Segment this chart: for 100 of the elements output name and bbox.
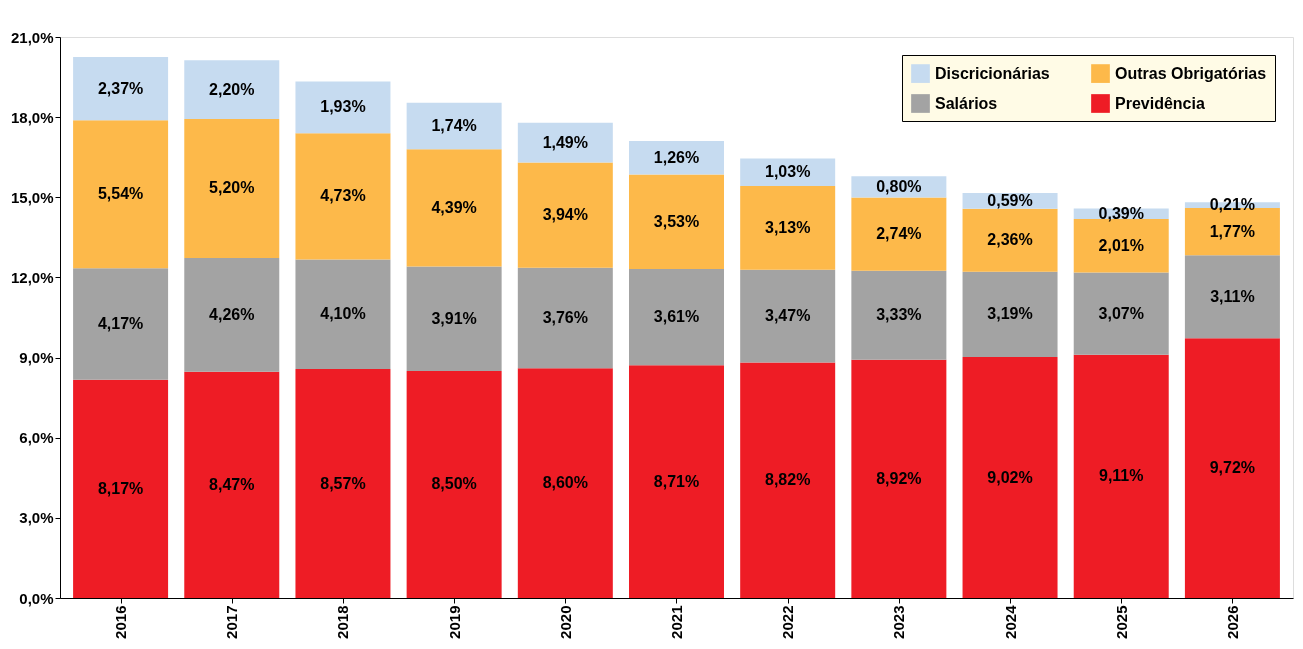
data-label: 3,33% — [876, 306, 922, 324]
bar — [295, 81, 391, 134]
data-label: 3,07% — [1098, 304, 1144, 322]
bar — [517, 267, 613, 369]
bar — [517, 122, 613, 163]
legend-label: Previdência — [1115, 94, 1205, 112]
bar — [73, 268, 169, 380]
x-tick-label: 2022 — [779, 605, 797, 639]
x-tick-label: 2025 — [1112, 605, 1130, 639]
bar — [962, 271, 1058, 358]
bar — [295, 133, 391, 260]
data-label: 8,17% — [97, 479, 144, 497]
data-label: 4,26% — [209, 305, 255, 323]
data-label: 4,73% — [320, 187, 366, 205]
bar — [962, 208, 1058, 272]
data-label: 1,26% — [653, 148, 700, 166]
bar — [1184, 255, 1280, 339]
data-label: 2,74% — [876, 225, 922, 243]
data-label: 9,11% — [1098, 467, 1144, 485]
x-tick-label: 2018 — [334, 605, 352, 639]
legend-label: Outras Obrigatórias — [1115, 64, 1267, 82]
x-tick-label: 2023 — [890, 605, 908, 639]
data-label: 8,60% — [542, 474, 589, 492]
x-tick-label: 2019 — [445, 605, 463, 639]
bar — [406, 370, 502, 598]
bar — [629, 268, 724, 366]
bar — [1184, 338, 1280, 598]
data-label: 0,39% — [1098, 204, 1144, 222]
data-label: 1,93% — [320, 98, 366, 116]
data-label: 0,80% — [876, 177, 922, 195]
bar — [1073, 272, 1169, 355]
bar — [517, 162, 613, 268]
data-label: 5,54% — [97, 185, 144, 203]
bar — [295, 259, 391, 370]
data-label: 2,36% — [987, 231, 1033, 249]
bar — [851, 197, 947, 271]
data-label: 8,71% — [653, 472, 700, 490]
data-label: 3,76% — [542, 309, 589, 327]
data-label: 4,39% — [431, 198, 477, 216]
data-label: 3,19% — [987, 305, 1033, 323]
data-label: 1,74% — [431, 116, 477, 134]
bar — [851, 359, 947, 598]
data-label: 2,20% — [209, 80, 255, 98]
data-label: 3,47% — [764, 307, 811, 325]
x-tick-label: 2026 — [1223, 605, 1241, 639]
bar — [406, 149, 502, 267]
bar — [406, 102, 502, 150]
data-label: 8,92% — [876, 469, 922, 487]
y-tick-label: 3,0% — [19, 509, 54, 527]
y-tick-label: 21,0% — [10, 28, 54, 46]
data-label: 2,37% — [97, 79, 144, 97]
bar — [851, 270, 947, 360]
y-tick-label: 0,0% — [19, 589, 54, 607]
data-label: 3,53% — [653, 212, 700, 230]
data-label: 1,77% — [1209, 222, 1256, 240]
bar — [184, 60, 280, 120]
data-label: 3,61% — [653, 308, 700, 326]
y-tick-label: 18,0% — [10, 108, 54, 126]
bar — [962, 357, 1058, 598]
x-tick-label: 2020 — [556, 605, 574, 639]
data-label: 3,94% — [542, 206, 589, 224]
data-label: 3,91% — [431, 309, 477, 327]
data-label: 2,01% — [1098, 236, 1144, 254]
data-label: 8,47% — [209, 475, 255, 493]
data-label: 4,17% — [97, 315, 144, 333]
data-label: 3,13% — [764, 218, 811, 236]
data-label: 9,72% — [1209, 459, 1256, 477]
bar — [629, 365, 724, 598]
data-label: 4,10% — [320, 305, 366, 323]
bar — [295, 369, 391, 598]
data-label: 8,50% — [431, 475, 477, 493]
data-label: 5,20% — [209, 179, 255, 197]
y-tick-label: 12,0% — [10, 268, 54, 286]
x-tick-label: 2016 — [112, 605, 130, 639]
y-tick-label: 6,0% — [19, 429, 54, 447]
bar — [184, 119, 280, 258]
data-label: 8,57% — [320, 474, 366, 492]
legend-label: Salários — [935, 94, 998, 112]
legend-label: Discricionárias — [935, 64, 1050, 82]
data-label: 1,03% — [764, 163, 811, 181]
bar — [73, 379, 169, 598]
bar — [517, 368, 613, 598]
x-tick-label: 2024 — [1001, 604, 1019, 639]
bar — [406, 266, 502, 371]
x-tick-label: 2017 — [223, 605, 241, 639]
y-tick-label: 15,0% — [10, 188, 54, 206]
data-label: 1,49% — [542, 133, 589, 151]
x-tick-label: 2021 — [668, 605, 685, 639]
bar — [184, 257, 280, 372]
data-label: 9,02% — [987, 468, 1033, 486]
bar — [184, 371, 280, 598]
bar — [629, 174, 724, 269]
bar — [740, 186, 836, 270]
data-label: 8,82% — [764, 471, 811, 489]
bar — [73, 57, 169, 121]
bar — [1073, 354, 1169, 598]
bar — [629, 140, 724, 175]
data-label: 0,59% — [987, 191, 1033, 209]
bar — [740, 269, 836, 363]
bar — [740, 362, 836, 598]
